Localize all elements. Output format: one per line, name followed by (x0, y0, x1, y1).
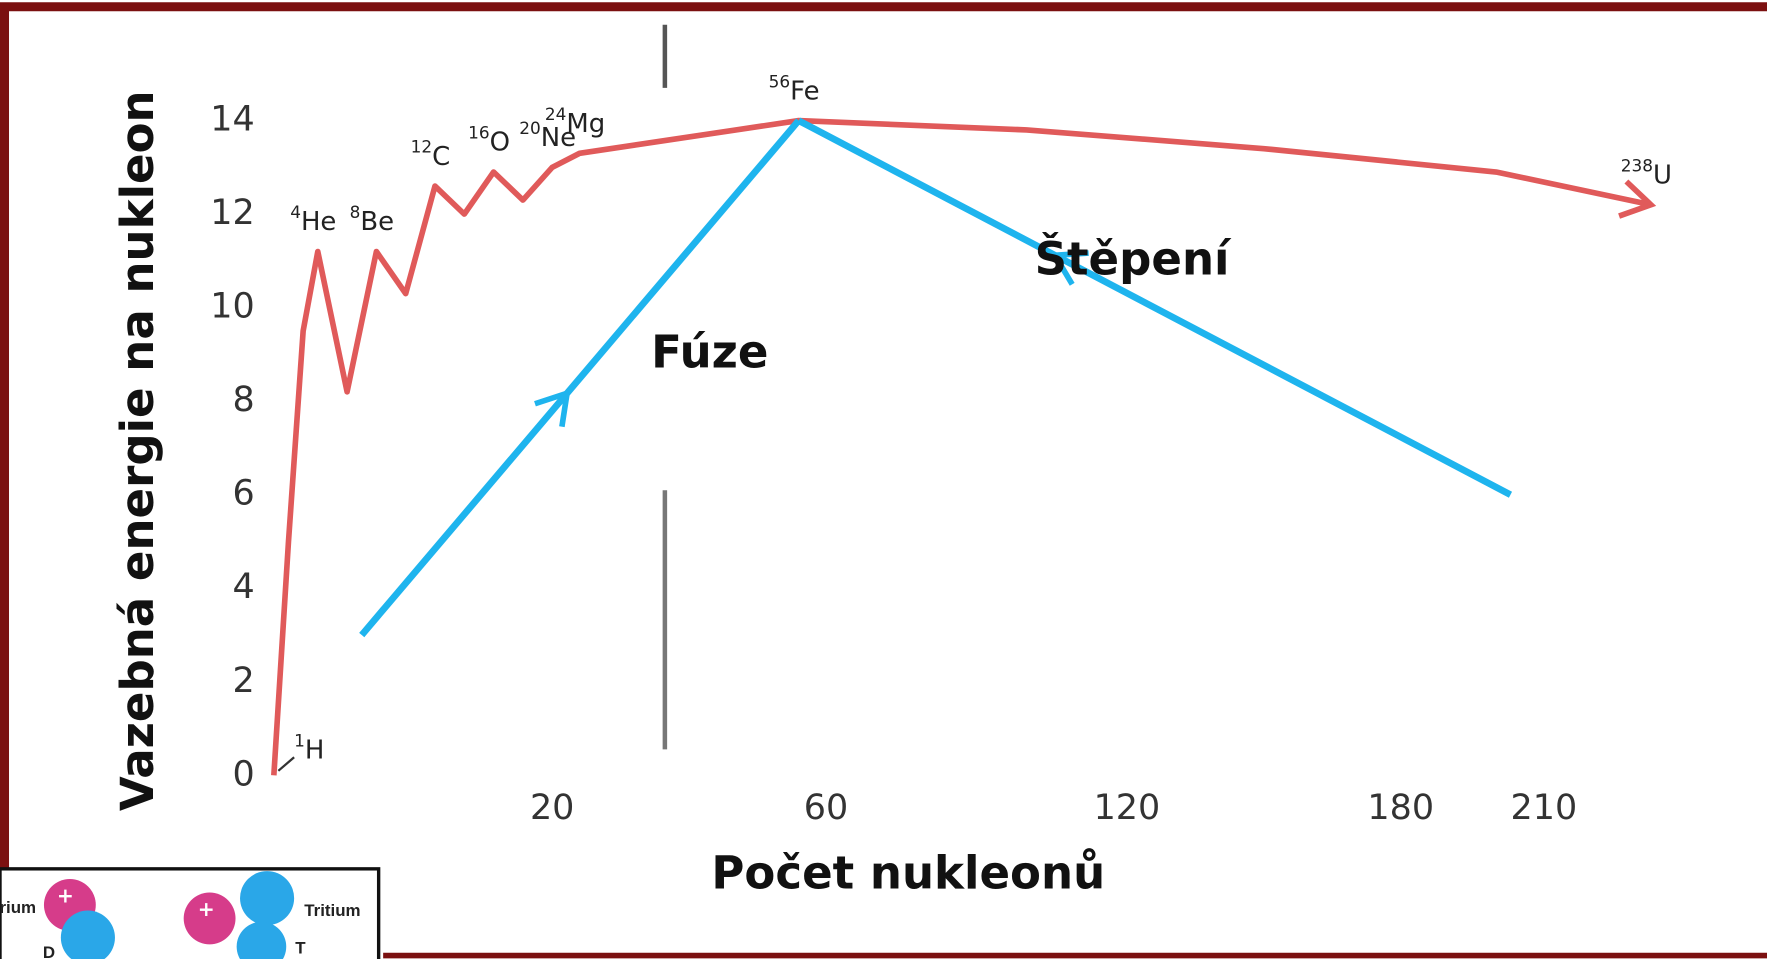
x-tick-label: 60 (804, 788, 848, 828)
inset-symbol: T (295, 938, 306, 957)
point-label-mass: 56 (769, 71, 791, 91)
y-tick-label: 0 (232, 754, 254, 794)
point-label-symbol: O (490, 127, 510, 157)
x-tick-label: 20 (530, 788, 574, 828)
point-label-symbol: He (301, 207, 336, 237)
y-tick-label: 2 (232, 661, 254, 701)
inset-label: Deuterium (0, 898, 36, 917)
point-label-symbol: Mg (566, 109, 605, 139)
point-label-symbol: Be (360, 207, 394, 237)
y-tick-label: 8 (232, 380, 254, 420)
x-tick-label: 120 (1094, 788, 1161, 828)
y-tick-label: 4 (232, 567, 254, 607)
point-label-mass: 238 (1621, 155, 1653, 175)
chart: Vazebná energie na nukleon Počet nukleon… (0, 0, 1767, 959)
y-axis-title: Vazebná energie na nukleon (111, 90, 164, 811)
background (0, 0, 1767, 959)
charge: + (198, 897, 215, 921)
x-tick-label: 210 (1511, 788, 1578, 828)
point-label-symbol: U (1653, 160, 1672, 190)
arrow-label: Fúze (651, 325, 768, 378)
point-label-mass: 20 (519, 118, 541, 138)
page: {"chart_data": { "type": "line", "y_labe… (0, 0, 1767, 959)
y-tick-label: 14 (210, 100, 254, 140)
inset: Deuterium + D + Tritium T (0, 869, 379, 959)
inset-label: Tritium (304, 901, 360, 920)
point-label-mass: 8 (350, 202, 361, 222)
point-label-symbol: H (305, 735, 324, 765)
point-label-mass: 1 (294, 731, 305, 751)
point-label-symbol: C (432, 141, 450, 171)
inset-symbol: D (43, 943, 55, 959)
point-label-mass: 24 (545, 104, 567, 124)
arrow-label: Štěpení (1035, 233, 1232, 286)
point-label-mass: 16 (468, 123, 490, 143)
y-tick-label: 6 (232, 474, 254, 514)
point-label-mass: 12 (411, 137, 433, 157)
charge: + (57, 884, 74, 908)
x-axis-title: Počet nukleonů (711, 847, 1105, 900)
point-label-symbol: Fe (790, 76, 819, 106)
neutron (240, 871, 294, 925)
y-tick-label: 12 (210, 193, 254, 233)
y-tick-label: 10 (210, 287, 254, 327)
point-label-mass: 4 (290, 202, 301, 222)
x-tick-label: 180 (1367, 788, 1434, 828)
